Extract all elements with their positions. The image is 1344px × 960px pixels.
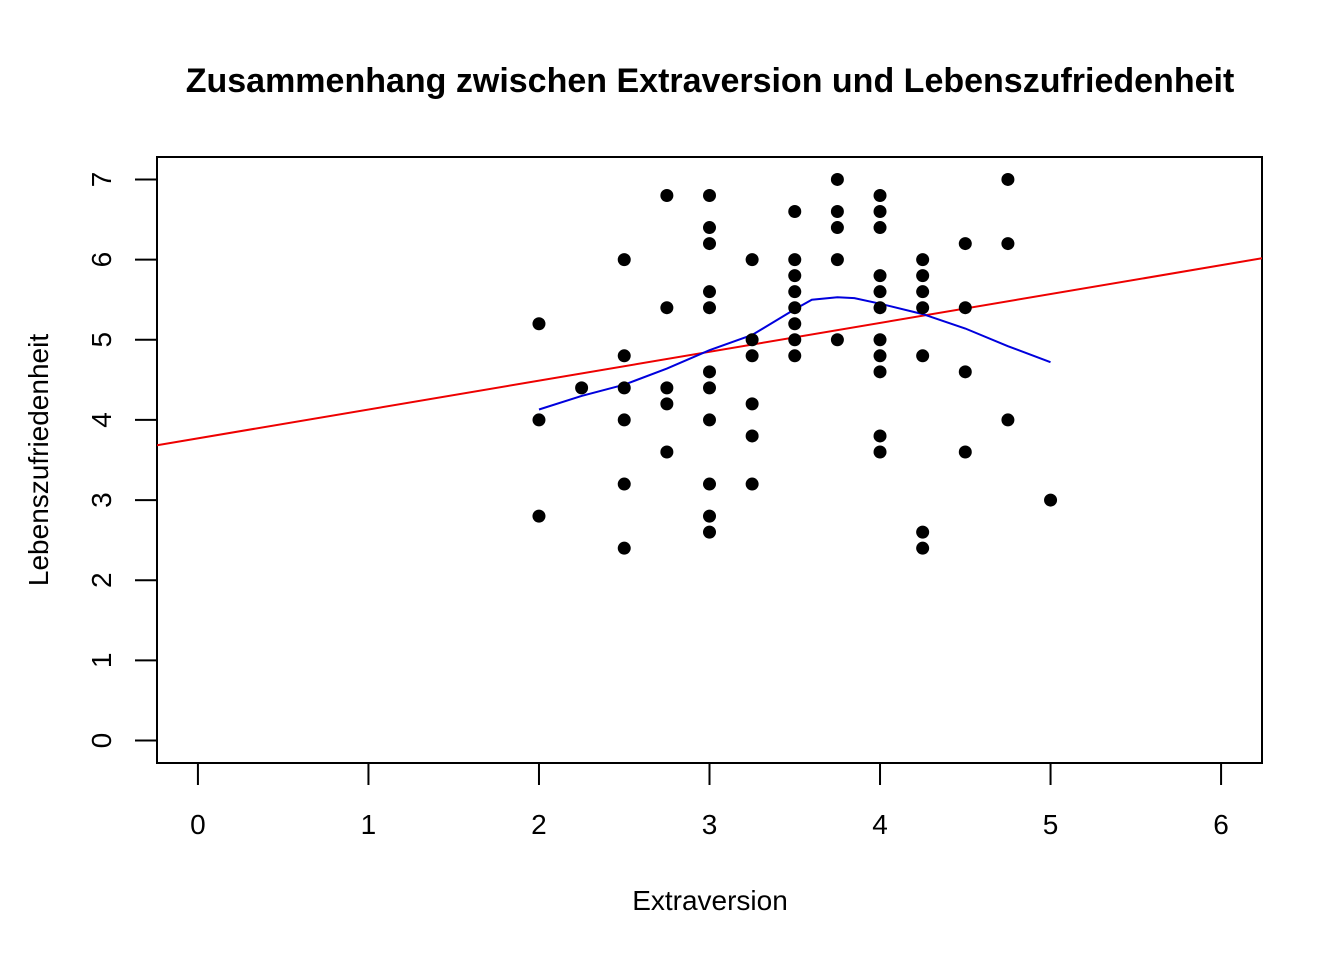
data-point bbox=[745, 349, 759, 363]
data-point bbox=[617, 477, 631, 491]
data-point bbox=[745, 253, 759, 267]
data-point bbox=[873, 188, 887, 202]
data-point bbox=[788, 269, 802, 283]
data-point bbox=[873, 333, 887, 347]
loess-curve bbox=[538, 296, 1051, 411]
y-axis-label: Lebenszufriedenheit bbox=[23, 334, 54, 586]
y-tick-label: 6 bbox=[86, 252, 117, 268]
data-point bbox=[1001, 413, 1015, 427]
data-point bbox=[703, 477, 716, 491]
data-point bbox=[958, 301, 972, 315]
data-point bbox=[788, 333, 802, 347]
data-point bbox=[703, 525, 716, 539]
data-point bbox=[873, 429, 887, 443]
y-tick-label: 4 bbox=[86, 412, 117, 428]
data-point bbox=[873, 285, 887, 299]
data-point bbox=[873, 365, 887, 379]
data-point bbox=[830, 205, 844, 219]
data-point bbox=[703, 301, 716, 315]
data-point bbox=[745, 397, 759, 411]
data-point bbox=[958, 445, 972, 459]
data-point bbox=[532, 509, 546, 523]
data-point bbox=[617, 253, 631, 267]
data-point bbox=[532, 317, 546, 331]
data-point bbox=[873, 269, 887, 283]
data-point bbox=[788, 285, 802, 299]
data-point bbox=[830, 253, 844, 267]
data-point bbox=[703, 509, 716, 523]
plot-area bbox=[157, 172, 1262, 555]
data-point bbox=[916, 285, 930, 299]
data-point bbox=[660, 301, 674, 315]
data-point bbox=[660, 445, 674, 459]
x-axis: 0 1 2 3 4 5 6 bbox=[190, 762, 1229, 840]
data-point bbox=[873, 301, 887, 315]
y-tick-label: 7 bbox=[86, 172, 117, 188]
data-point bbox=[660, 188, 674, 202]
data-point bbox=[830, 333, 844, 347]
data-point bbox=[873, 445, 887, 459]
data-point bbox=[703, 237, 716, 251]
data-point bbox=[873, 205, 887, 219]
y-axis: 0 1 2 3 4 5 6 7 bbox=[86, 172, 158, 749]
data-point bbox=[788, 349, 802, 363]
data-point bbox=[617, 541, 631, 555]
data-point bbox=[660, 381, 674, 395]
data-point bbox=[916, 253, 930, 267]
data-point bbox=[617, 413, 631, 427]
data-point bbox=[916, 301, 930, 315]
data-point bbox=[532, 413, 546, 427]
data-point bbox=[703, 365, 716, 379]
data-point bbox=[703, 188, 716, 202]
x-tick-label: 5 bbox=[1043, 809, 1059, 840]
x-axis-label: Extraversion bbox=[632, 885, 788, 916]
data-point bbox=[958, 365, 972, 379]
data-point bbox=[916, 269, 930, 283]
data-point bbox=[617, 349, 631, 363]
data-point bbox=[916, 541, 930, 555]
y-tick-label: 5 bbox=[86, 332, 117, 348]
fit-lines bbox=[157, 257, 1262, 447]
regression-line bbox=[157, 257, 1262, 447]
data-point bbox=[617, 381, 631, 395]
data-point bbox=[873, 349, 887, 363]
data-point bbox=[788, 253, 802, 267]
data-point bbox=[703, 221, 716, 235]
data-point bbox=[788, 301, 802, 315]
data-point bbox=[1044, 493, 1058, 507]
y-tick-label: 1 bbox=[86, 653, 117, 669]
x-tick-label: 6 bbox=[1213, 809, 1229, 840]
x-tick-label: 1 bbox=[361, 809, 377, 840]
data-point bbox=[830, 172, 844, 186]
data-point bbox=[703, 285, 716, 299]
data-point bbox=[745, 429, 759, 443]
data-point bbox=[788, 205, 802, 219]
data-point bbox=[916, 525, 930, 539]
y-tick-label: 3 bbox=[86, 492, 117, 508]
x-tick-label: 2 bbox=[531, 809, 547, 840]
data-point bbox=[703, 381, 716, 395]
data-point bbox=[788, 317, 802, 331]
y-tick-label: 0 bbox=[86, 733, 117, 749]
x-tick-label: 0 bbox=[190, 809, 206, 840]
chart-title: Zusammenhang zwischen Extraversion und L… bbox=[186, 62, 1235, 100]
data-point bbox=[1001, 172, 1015, 186]
data-points bbox=[532, 172, 1058, 555]
data-point bbox=[575, 381, 589, 395]
data-point bbox=[660, 397, 674, 411]
data-point bbox=[745, 333, 759, 347]
y-tick-label: 2 bbox=[86, 572, 117, 588]
data-point bbox=[745, 477, 759, 491]
x-tick-label: 3 bbox=[702, 809, 718, 840]
data-point bbox=[873, 221, 887, 235]
data-point bbox=[958, 237, 972, 251]
data-point bbox=[830, 221, 844, 235]
data-point bbox=[703, 413, 716, 427]
data-point bbox=[1001, 237, 1015, 251]
data-point bbox=[916, 349, 930, 363]
x-tick-label: 4 bbox=[872, 809, 888, 840]
